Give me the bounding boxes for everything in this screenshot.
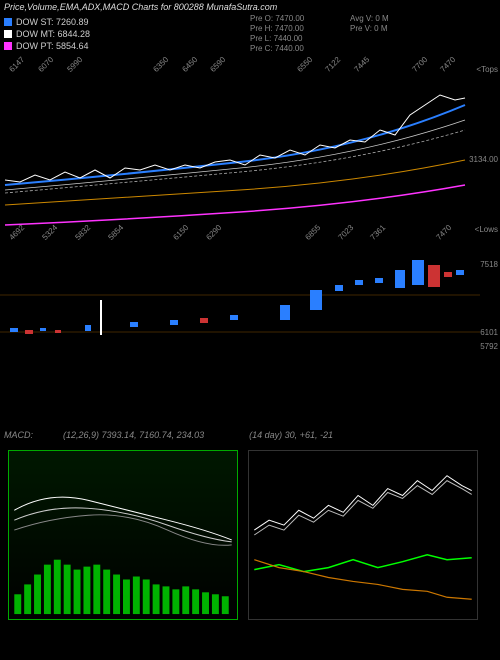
legend-item: DOW ST: 7260.89 [4, 16, 90, 28]
avg-vol: Avg V: 0 M Pre V: 0 M [350, 14, 389, 34]
vol-label-c: 5792 [480, 342, 498, 351]
legend-item: DOW MT: 6844.28 [4, 28, 90, 40]
legend-label: DOW ST: 7260.89 [16, 16, 89, 28]
legend-label: DOW MT: 6844.28 [16, 28, 90, 40]
lows-tag: <Lows [475, 225, 498, 234]
tops-tag: <Tops [476, 65, 498, 74]
vol-label-a: 7518 [480, 260, 498, 269]
vol-label-b: 6101 [480, 328, 498, 337]
indicator-labels: MACD: (12,26,9) 7393.14, 7160.74, 234.03… [4, 430, 494, 440]
legend: DOW ST: 7260.89DOW MT: 6844.28DOW PT: 58… [4, 16, 90, 52]
legend-swatch [4, 18, 12, 26]
macd-chart [8, 450, 238, 620]
price-chart [0, 50, 480, 240]
adx-chart [248, 450, 478, 620]
legend-swatch [4, 42, 12, 50]
chart-title: Price,Volume,EMA,ADX,MACD Charts for 800… [4, 2, 277, 12]
legend-swatch [4, 30, 12, 38]
volume-panel [0, 250, 480, 350]
right-price: 3134.00 [469, 155, 498, 164]
pre-ohlc: Pre O: 7470.00 Pre H: 7470.00 Pre L: 744… [250, 14, 304, 54]
